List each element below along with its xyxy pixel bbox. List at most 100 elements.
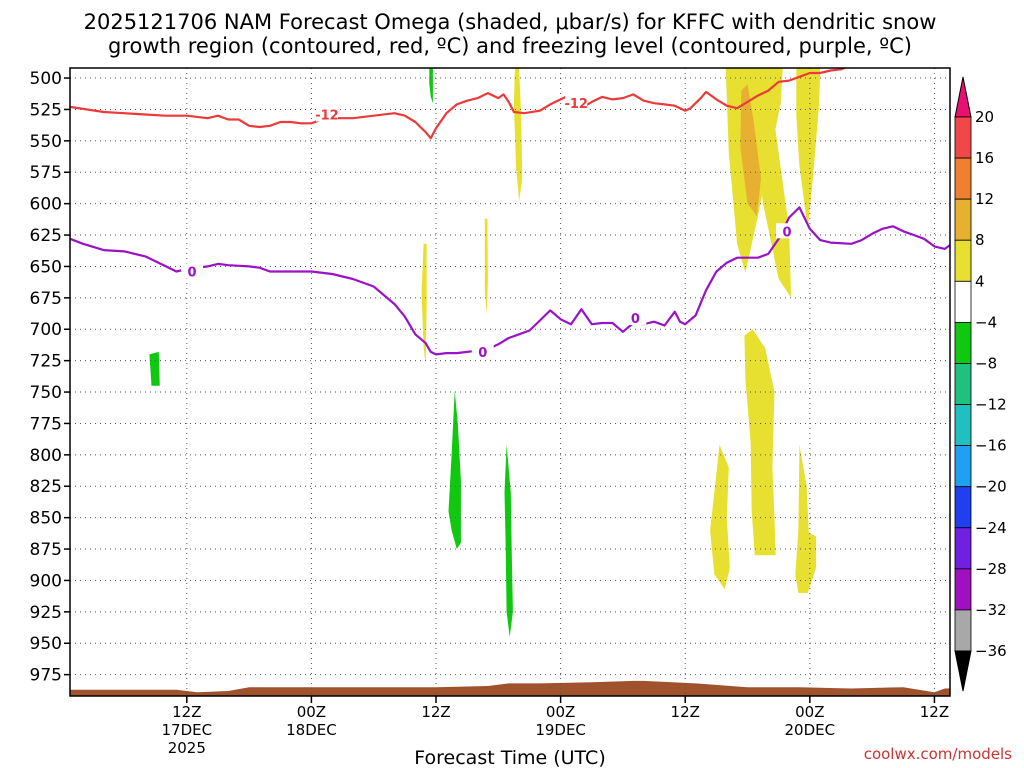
colorbar-label: −24 bbox=[975, 519, 1007, 537]
colorbar-label: −32 bbox=[975, 601, 1007, 619]
y-tick-label: 550 bbox=[30, 132, 62, 152]
contour-label-bg bbox=[775, 223, 798, 239]
chart-title-line1: 2025121706 NAM Forecast Omega (shaded, μ… bbox=[84, 10, 937, 34]
x-tick-label: 12Z bbox=[421, 703, 450, 721]
colorbar-bin bbox=[954, 157, 972, 200]
omega-region-6 bbox=[484, 218, 488, 315]
colorbar-label: −4 bbox=[975, 313, 997, 331]
y-tick-label: 900 bbox=[30, 571, 62, 591]
omega-region-12 bbox=[448, 390, 461, 549]
colorbar-label: −20 bbox=[975, 478, 1007, 496]
x-tick-label: 12Z bbox=[671, 703, 700, 721]
contour-label: 0 bbox=[782, 225, 791, 240]
terrain-fill bbox=[70, 680, 950, 696]
contour-label: 0 bbox=[187, 265, 196, 280]
contour-label: 0 bbox=[631, 312, 640, 327]
y-tick-label: 600 bbox=[30, 195, 62, 215]
colorbar-label: −16 bbox=[975, 437, 1007, 455]
y-tick-label: 825 bbox=[30, 477, 62, 497]
plot-frame bbox=[69, 67, 951, 697]
omega-region-1 bbox=[753, 68, 792, 298]
y-tick-label: 775 bbox=[30, 414, 62, 434]
x-tick-label: 00Z bbox=[795, 703, 824, 721]
y-tick-label: 875 bbox=[30, 540, 62, 560]
x-tick-label: 2025 bbox=[168, 739, 206, 757]
y-tick-label: 650 bbox=[30, 257, 62, 277]
colorbar-bin bbox=[954, 116, 972, 159]
x-axis-label: Forecast Time (UTC) bbox=[414, 747, 605, 768]
contour-label: -12 bbox=[315, 108, 339, 123]
colorbar-bin bbox=[954, 527, 972, 570]
y-tick-label: 625 bbox=[30, 226, 62, 246]
contour-label: 0 bbox=[478, 346, 487, 361]
omega-region-11 bbox=[149, 351, 160, 386]
colorbar-bottom-arrow bbox=[954, 650, 972, 692]
y-tick-label: 750 bbox=[30, 383, 62, 403]
contour-line-1 bbox=[70, 206, 950, 356]
colorbar-bin bbox=[954, 568, 972, 611]
colorbar-bin bbox=[954, 280, 972, 323]
x-tick-label: 12Z bbox=[920, 703, 949, 721]
colorbar-label: 16 bbox=[975, 149, 994, 167]
colorbar-bin bbox=[954, 198, 972, 241]
y-tick-layer: 500 525 550 575 600 625 650 675 700 725 750 775 800 8… bbox=[30, 69, 70, 686]
y-tick-label: 525 bbox=[30, 100, 62, 120]
y-tick-label: 950 bbox=[30, 634, 62, 654]
omega-region-4 bbox=[513, 68, 523, 202]
colorbar-label: −8 bbox=[975, 354, 997, 372]
colorbar-label: 12 bbox=[975, 190, 994, 208]
y-tick-label: 925 bbox=[30, 603, 62, 623]
colorbar-bin bbox=[954, 486, 972, 529]
colorbar-label: −12 bbox=[975, 396, 1007, 414]
x-tick-label: 12Z bbox=[172, 703, 201, 721]
y-tick-label: 725 bbox=[30, 352, 62, 372]
colorbar-label: 8 bbox=[975, 231, 985, 249]
x-tick-label: 00Z bbox=[546, 703, 575, 721]
omega-region-9 bbox=[795, 444, 817, 593]
credit-text: coolwx.com/models bbox=[864, 745, 1012, 763]
contour-label-bg bbox=[624, 309, 647, 325]
colorbar-bin bbox=[954, 609, 972, 652]
colorbar: 20 16 12 8 4 −4 −8 −12 −16 −20 −24 −28 −32 −36 bbox=[954, 76, 1007, 692]
contour-label-bg bbox=[181, 263, 204, 279]
colorbar-bin bbox=[954, 321, 972, 364]
x-tick-label: 18DEC bbox=[286, 721, 337, 739]
colorbar-bin bbox=[954, 363, 972, 405]
x-tick-label: 20DEC bbox=[785, 721, 836, 739]
contour-line-0 bbox=[70, 68, 847, 140]
y-tick-label: 575 bbox=[30, 163, 62, 183]
contour-label-bg bbox=[565, 95, 588, 111]
colorbar-label: 4 bbox=[975, 272, 985, 290]
contour-label: -12 bbox=[564, 97, 588, 112]
y-tick-label: 975 bbox=[30, 666, 62, 686]
colorbar-label: 20 bbox=[975, 108, 994, 126]
contour-label-bg bbox=[471, 343, 494, 359]
y-tick-label: 500 bbox=[30, 69, 62, 89]
omega-region-8 bbox=[710, 444, 730, 590]
omega-region-13 bbox=[504, 444, 513, 637]
y-tick-label: 800 bbox=[30, 446, 62, 466]
colorbar-bin bbox=[954, 239, 972, 282]
omega-region-3 bbox=[740, 84, 761, 217]
contour-line-layer: -12 -12 0 0 0 0 bbox=[70, 68, 950, 361]
contour-label-bg bbox=[315, 106, 338, 122]
x-tick-label: 17DEC bbox=[162, 721, 213, 739]
y-tick-label: 850 bbox=[30, 509, 62, 529]
chart-title-line2: growth region (contoured, red, ºC) and f… bbox=[108, 34, 912, 58]
colorbar-top-arrow bbox=[954, 76, 972, 118]
omega-region-5 bbox=[421, 243, 427, 365]
colorbar-label: −28 bbox=[975, 560, 1007, 578]
colorbar-bin bbox=[954, 404, 972, 447]
colorbar-label: −36 bbox=[975, 642, 1007, 660]
terrain-layer bbox=[70, 680, 950, 696]
x-tick-label: 19DEC bbox=[535, 721, 586, 739]
omega-region-10 bbox=[429, 68, 433, 104]
x-tick-label: 00Z bbox=[297, 703, 326, 721]
omega-region-7 bbox=[744, 329, 776, 556]
omega-region-2 bbox=[796, 68, 821, 229]
colorbar-bin bbox=[954, 445, 972, 488]
grid-layer bbox=[70, 68, 950, 696]
omega-shading-layer bbox=[149, 68, 821, 637]
